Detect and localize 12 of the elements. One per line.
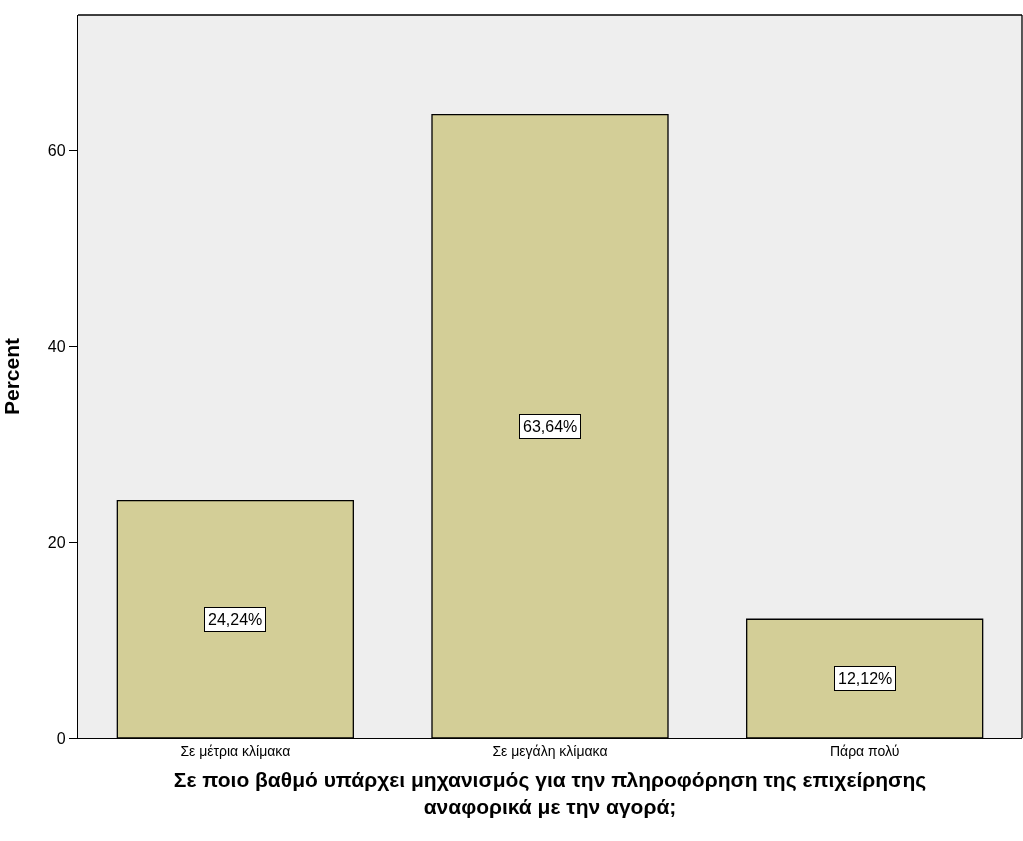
x-axis-title: Σε ποιο βαθμό υπάρχει μηχανισμός για την πληροφόρηση της επιχείρησης αναφορικά με την αγορά; [173, 768, 927, 819]
y-tick-label: 40 [47, 337, 66, 355]
data-label: 63,64% [523, 418, 578, 435]
data-label: 12,12% [838, 670, 893, 687]
x-tick-label: Πάρα πολύ [829, 742, 900, 759]
y-tick-label: 20 [47, 533, 66, 551]
y-tick-label: 0 [56, 729, 66, 747]
x-tick-label: Σε μεγάλη κλίμακα [492, 742, 608, 759]
y-tick-label: 60 [47, 141, 66, 159]
x-tick-label: Σε μέτρια κλίμακα [180, 742, 291, 759]
y-axis-title: Percent [0, 337, 23, 416]
data-label: 24,24% [208, 611, 263, 628]
